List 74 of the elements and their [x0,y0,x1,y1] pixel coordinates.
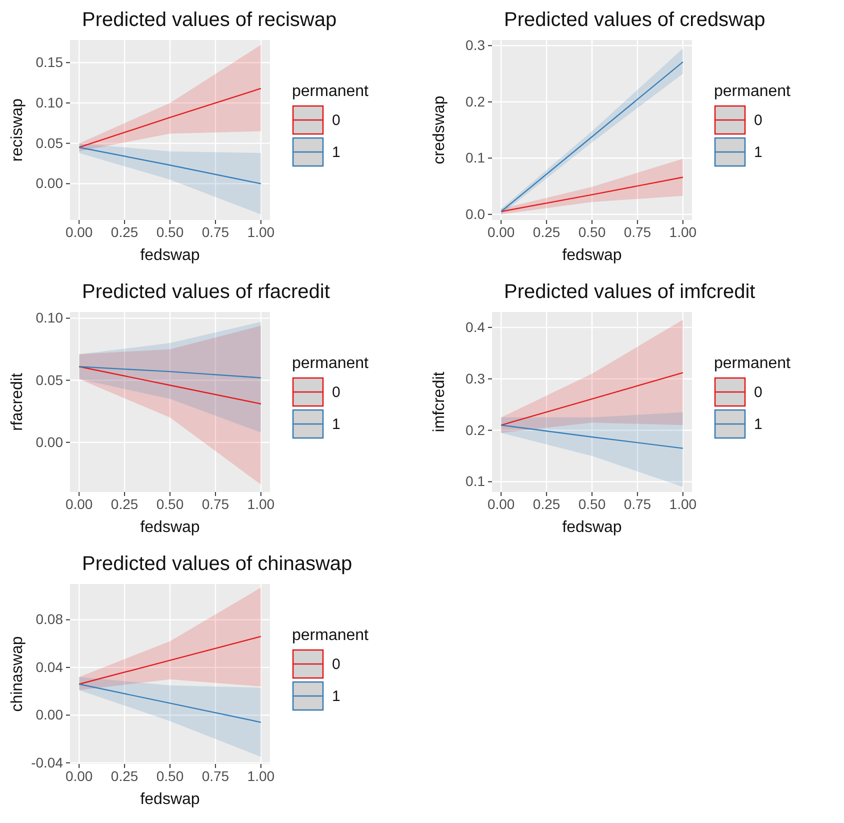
y-tick-label: 0.05 [36,134,64,151]
y-tick-label: 0.2 [466,422,486,438]
y-axis-title: rfacredit [9,372,26,431]
x-tick-label: 0.50 [156,768,184,784]
x-tick-label: 0.75 [202,496,230,512]
y-tick-label: 0.0 [466,206,486,222]
x-tick-label: 0.25 [532,224,560,240]
y-tick-label: 0.4 [466,318,486,335]
x-tick-label: 0.75 [202,768,230,784]
y-tick-label: 0.3 [466,37,486,54]
y-tick-label: 0.08 [36,611,64,628]
x-tick-label: 0.75 [202,224,230,240]
x-tick-label: 0.50 [578,496,606,512]
chart-title: Predicted values of credswap [504,9,766,31]
legend-title: permanent [714,355,792,372]
x-tick-label: 0.50 [156,496,184,512]
x-tick-label: 0.00 [487,224,515,240]
x-tick-label: 0.25 [110,224,138,240]
x-tick-label: 0.75 [624,224,652,240]
legend-label: 0 [332,384,340,401]
x-tick-label: 1.00 [247,496,275,512]
y-axis-title: reciswap [9,98,26,162]
x-tick-label: 1.00 [669,224,697,240]
legend-label: 0 [754,112,762,129]
chart-title: Predicted values of rfacredit [82,281,330,303]
y-tick-label: 0.00 [36,706,64,723]
chart-title: Predicted values of imfcredit [504,281,756,303]
legend-title: permanent [292,83,370,100]
y-axis-title: chinaswap [9,636,26,712]
y-tick-label: 0.3 [466,370,486,386]
y-tick-label: 0.04 [36,658,64,675]
x-tick-label: 0.00 [65,224,93,240]
x-tick-label: 0.75 [624,496,652,512]
x-tick-label: 0.00 [487,496,515,512]
y-tick-label: 0.1 [466,473,486,490]
y-tick-label: 0.10 [36,310,64,326]
x-tick-label: 0.25 [110,496,138,512]
chart-title: Predicted values of reciswap [82,9,337,31]
legend-label: 1 [332,416,340,433]
legend-label: 1 [754,416,762,433]
x-tick-label: 1.00 [669,496,697,512]
y-tick-label: 0.1 [466,150,486,166]
x-tick-label: 1.00 [247,224,275,240]
x-axis-title: fedswap [140,247,200,264]
y-tick-label: 0.2 [466,93,486,110]
legend-title: permanent [292,627,370,644]
x-tick-label: 0.50 [578,224,606,240]
y-tick-label: 0.00 [36,434,64,450]
x-axis-title: fedswap [562,247,622,264]
x-tick-label: 0.50 [156,224,184,240]
legend-label: 0 [332,656,340,673]
x-tick-label: 0.00 [65,768,93,784]
legend-label: 0 [754,384,762,401]
y-axis-title: credswap [431,96,448,164]
x-tick-label: 0.00 [65,496,93,512]
legend-label: 1 [332,144,340,161]
legend-label: 0 [332,112,340,129]
x-axis-title: fedswap [140,519,200,536]
legend-label: 1 [754,144,762,161]
y-tick-label: 0.10 [36,94,64,110]
x-axis-title: fedswap [562,519,622,536]
x-axis-title: fedswap [140,791,200,808]
y-axis-title: imfcredit [431,371,448,432]
legend-title: permanent [714,83,792,100]
x-tick-label: 1.00 [247,768,275,784]
y-tick-label: -0.04 [31,754,64,770]
x-tick-label: 0.25 [532,496,560,512]
y-tick-label: 0.15 [36,54,64,70]
y-tick-label: 0.05 [36,372,64,388]
legend-title: permanent [292,355,370,372]
y-tick-label: 0.00 [36,175,64,192]
legend-label: 1 [332,688,340,705]
chart-title: Predicted values of chinaswap [82,553,352,575]
x-tick-label: 0.25 [110,768,138,784]
